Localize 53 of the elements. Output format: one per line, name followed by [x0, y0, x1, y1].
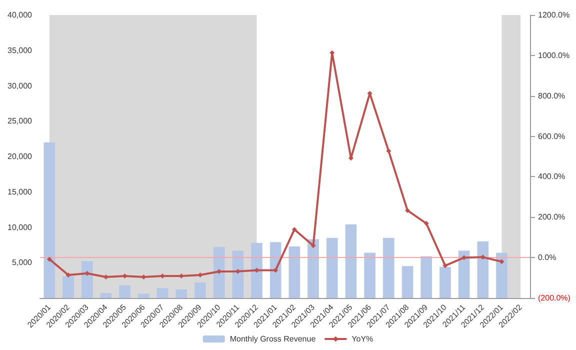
y2-tick-label: 800.0%	[538, 91, 566, 100]
y-tick-label: 40,000	[8, 10, 33, 20]
bar	[440, 266, 451, 298]
bar	[213, 247, 225, 298]
point	[198, 272, 203, 278]
bar	[420, 256, 432, 298]
y2-tick-label: 600.0%	[538, 132, 566, 141]
y-tick-label: 20,000	[8, 152, 33, 161]
bar	[270, 242, 282, 298]
bar	[477, 241, 489, 298]
y2-tick-label: 0.0%	[538, 253, 556, 262]
y2-tick-label: (200.0%)	[538, 294, 571, 302]
bar	[81, 261, 93, 298]
point	[46, 256, 52, 262]
y-tick-label: 25,000	[8, 116, 33, 126]
bar	[345, 224, 357, 298]
bar	[458, 250, 470, 298]
y-tick-label: 5,000	[12, 258, 33, 268]
bar	[176, 290, 187, 298]
point	[273, 268, 278, 273]
point	[66, 272, 71, 278]
y2-tick-label: 200.0%	[538, 212, 566, 222]
bar	[326, 238, 338, 298]
point	[499, 259, 504, 264]
bar	[496, 252, 508, 298]
bar	[62, 276, 74, 298]
point	[405, 208, 410, 213]
bar	[44, 142, 56, 298]
bar	[383, 238, 394, 298]
y-tick-label: 30,000	[8, 81, 33, 90]
bar	[364, 252, 376, 298]
legend-label: YoY%	[352, 334, 374, 344]
point	[386, 148, 392, 154]
bar	[232, 250, 244, 298]
y2-tick-label: 1000.0%	[538, 50, 570, 60]
y2-tick-label: 400.0%	[538, 172, 566, 182]
y-tick-label: 10,000	[8, 222, 33, 232]
legend-label: Monthly Gross Revenue	[230, 334, 316, 344]
bar	[288, 246, 300, 298]
bar	[308, 239, 319, 298]
y-tick-label: 35,000	[8, 46, 33, 55]
y-tick-label: 15,000	[8, 187, 33, 196]
point	[292, 226, 297, 232]
bar	[138, 294, 150, 298]
bar	[251, 242, 262, 298]
bar	[402, 266, 414, 298]
bar	[194, 282, 206, 298]
point	[442, 263, 448, 268]
bar	[156, 288, 168, 298]
bar	[119, 285, 130, 298]
point	[424, 220, 429, 226]
bar	[100, 293, 112, 298]
y2-tick-label: 1200.0%	[538, 10, 570, 20]
